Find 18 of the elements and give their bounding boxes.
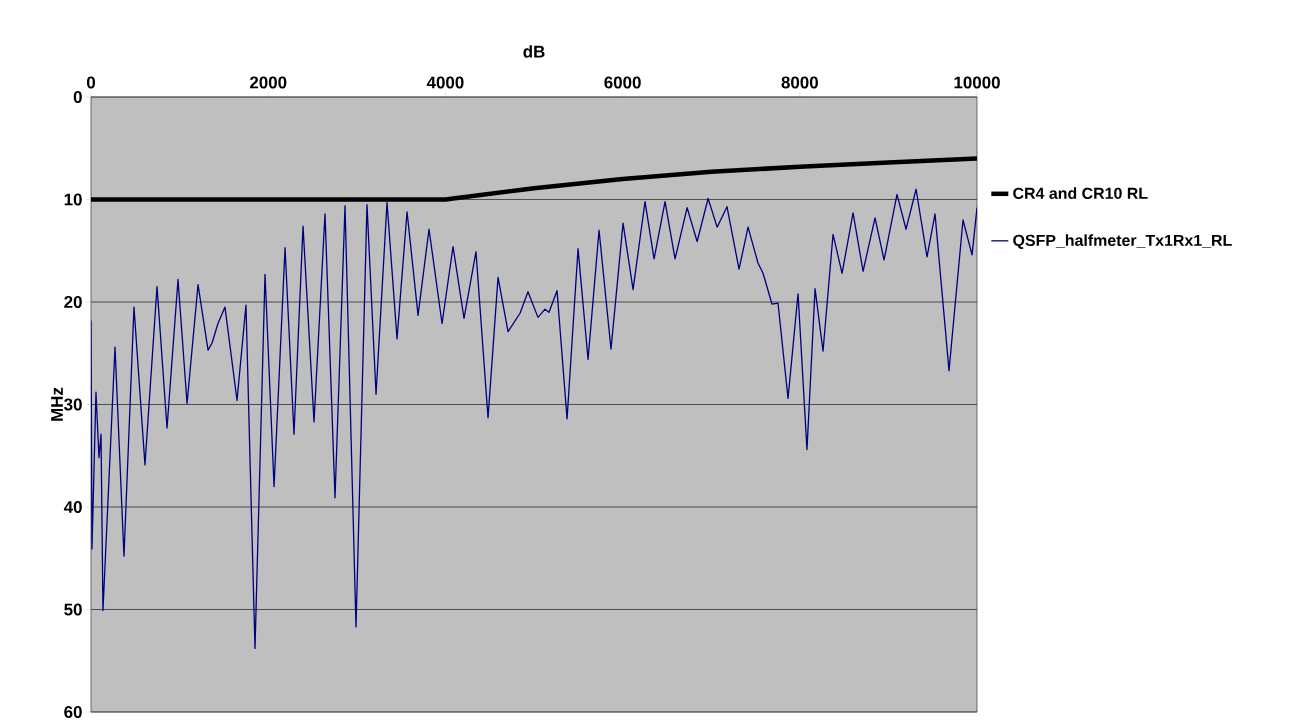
y-tick-label: 30 <box>64 398 82 411</box>
x-tick-label: 0 <box>86 76 96 89</box>
x-tick-label: 8000 <box>781 76 818 89</box>
y-tick-label: 0 <box>73 90 82 103</box>
x-tick-label: 2000 <box>249 76 287 89</box>
y-tick-label: 40 <box>63 500 82 513</box>
x-axis-title: dB <box>523 45 545 58</box>
legend-label: QSFP_halfmeter_Tx1Rx1_RL <box>1013 234 1232 249</box>
line-series <box>91 188 978 650</box>
legend-label: CR4 and CR10 RL <box>1013 187 1148 199</box>
y-axis-title: MHz <box>51 387 63 421</box>
y-tick-label: 60 <box>64 705 82 718</box>
y-tick-label: 10 <box>64 193 82 206</box>
x-tick-label: 6000 <box>604 76 641 89</box>
x-tick-label: 10000 <box>954 76 1000 89</box>
y-tick-label: 50 <box>64 603 82 616</box>
y-tick-label: 20 <box>64 295 82 308</box>
x-tick-label: 4000 <box>426 76 464 89</box>
